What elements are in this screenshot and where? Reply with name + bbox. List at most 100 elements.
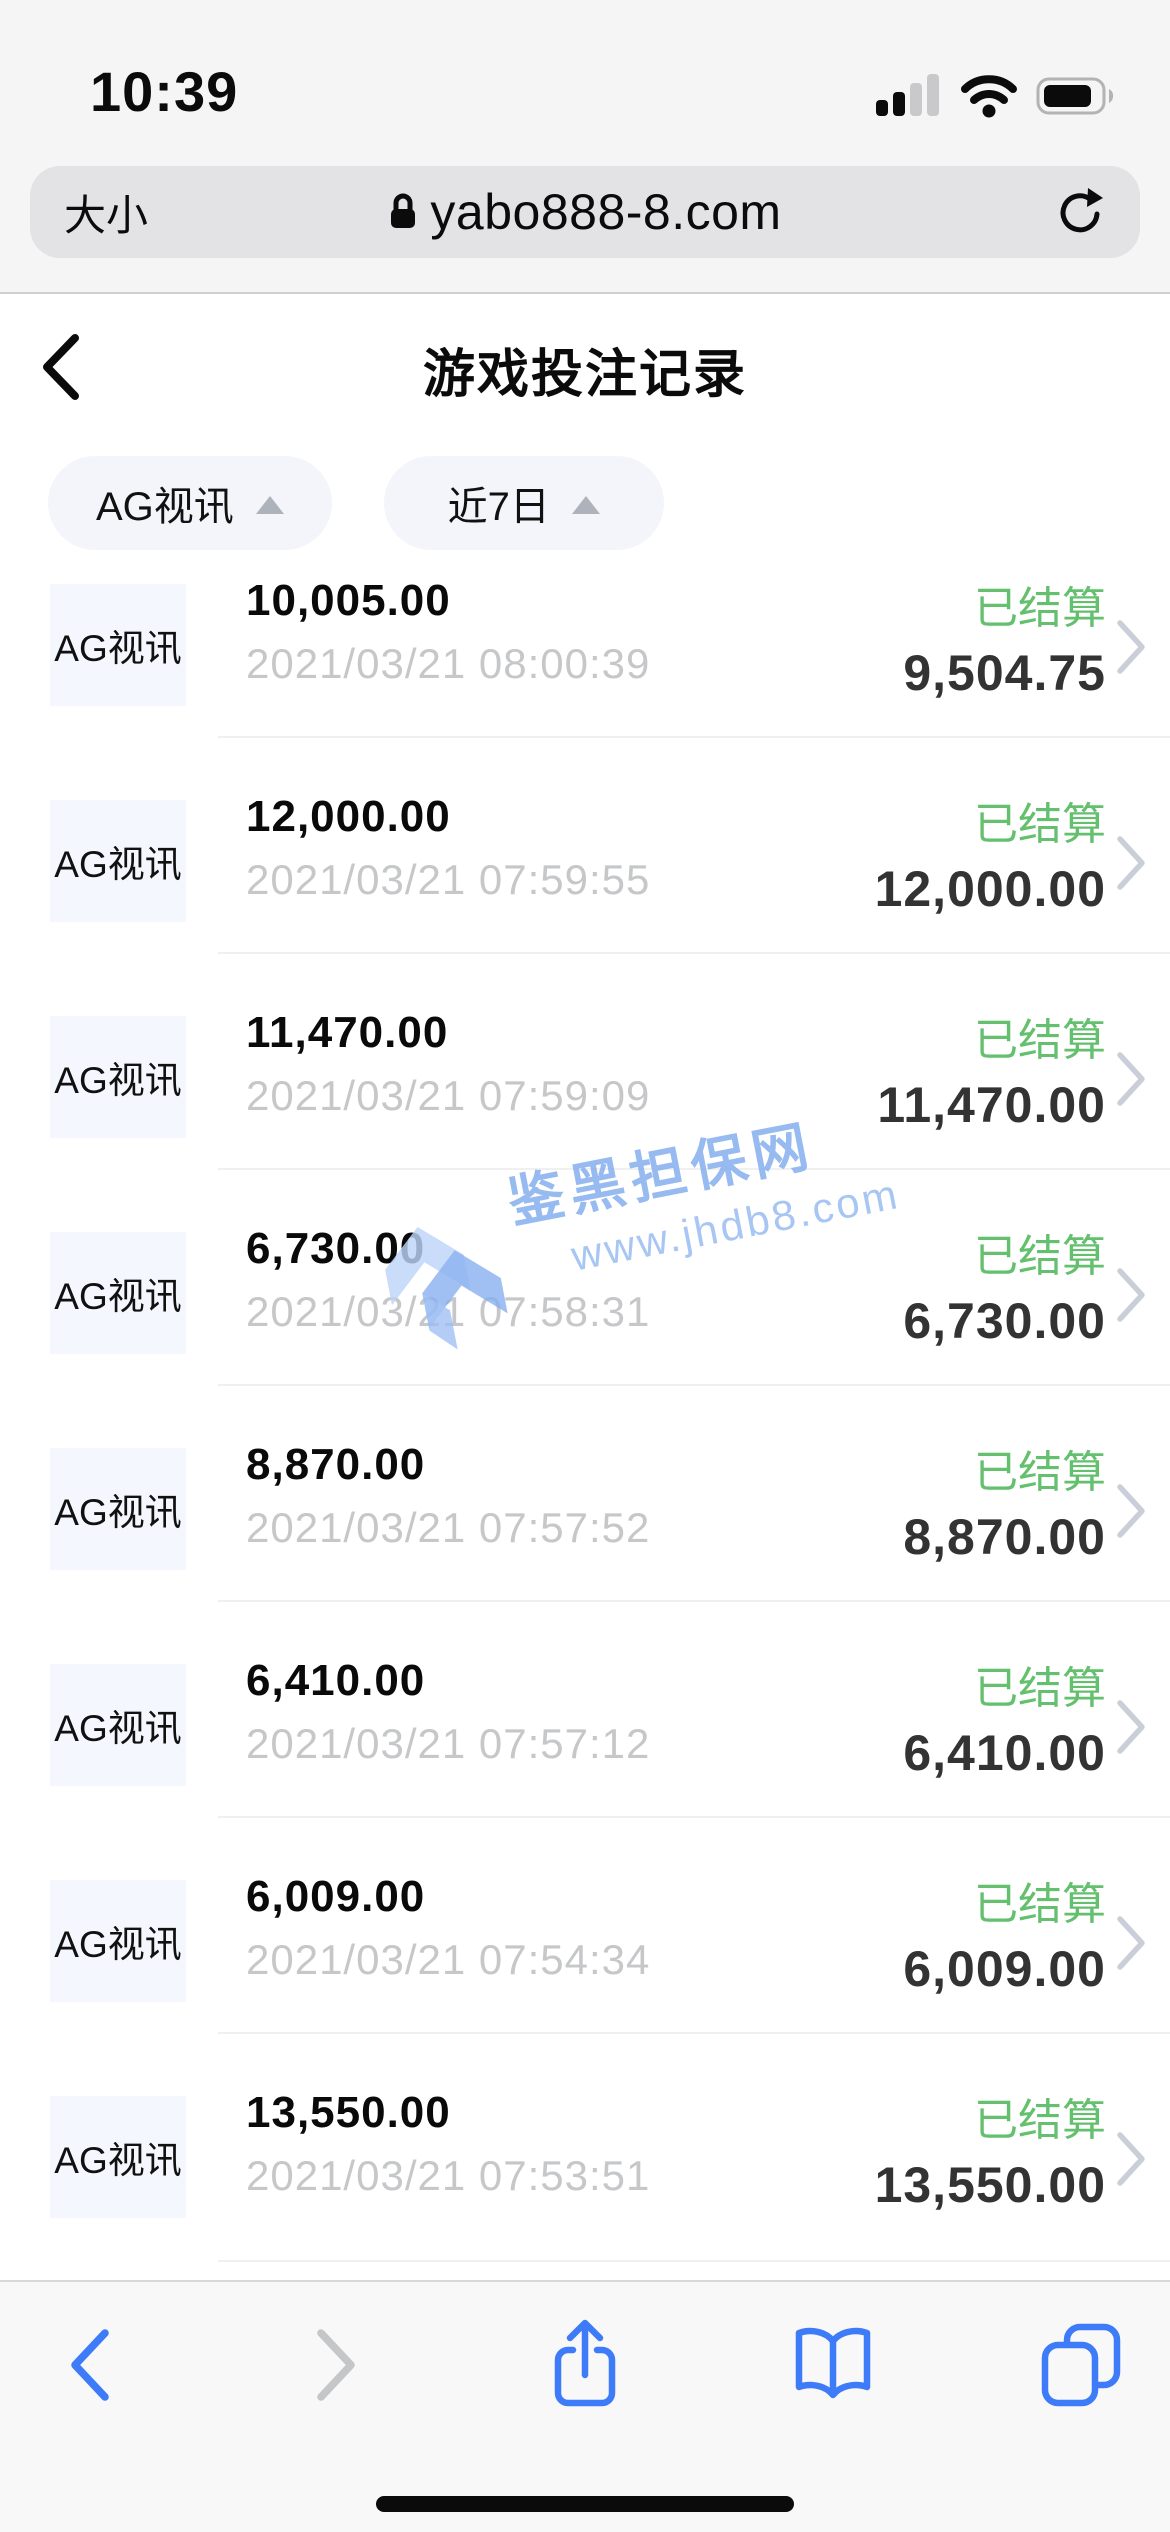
game-badge-label: AG视讯 (54, 1708, 182, 1749)
settlement-info: 已结算 12,000.00 (875, 788, 1106, 918)
game-filter-dropdown[interactable]: AG视讯 (48, 456, 332, 550)
safari-bottom-toolbar (0, 2280, 1170, 2532)
url-row: 大小 yabo888-8.com (0, 132, 1170, 292)
settled-amount: 12,000.00 (874, 861, 1106, 917)
chevron-right-icon (1117, 1052, 1145, 1106)
page-title: 游戏投注记录 (422, 345, 747, 404)
settlement-status-badge: 已结算 (974, 584, 1106, 633)
game-badge-label: AG视讯 (54, 844, 182, 885)
game-badge-label: AG视讯 (54, 1276, 182, 1317)
bet-time: 2021/03/21 07:57:12 (246, 1720, 651, 1767)
game-badge: AG视讯 (50, 584, 186, 706)
forward-icon (317, 2329, 355, 2401)
bet-time: 2021/03/21 08:00:39 (246, 640, 651, 687)
records-list: AG视讯 10,005.00 2021/03/21 08:00:39 已结算 9… (0, 562, 1170, 2290)
cellular-signal-icon (876, 74, 939, 116)
settled-amount: 13,550.00 (874, 2157, 1106, 2213)
game-badge: AG视讯 (50, 2096, 186, 2218)
game-filter-label: AG视讯 (96, 485, 234, 529)
bet-time: 2021/03/21 07:59:55 (246, 856, 651, 903)
settlement-info: 已结算 8,870.00 (903, 1436, 1106, 1566)
status-time: 10:39 (90, 60, 239, 123)
page-back-button[interactable] (38, 322, 98, 412)
chevron-right-icon (1117, 2132, 1145, 2186)
tabs-button[interactable] (1036, 2320, 1126, 2410)
address-bar[interactable]: 大小 yabo888-8.com (30, 166, 1140, 258)
bet-amount: 12,000.00 (246, 792, 451, 841)
date-filter-label: 近7日 (447, 485, 550, 529)
bet-record-row[interactable]: AG视讯 6,009.00 2021/03/21 07:54:34 已结算 6,… (0, 1858, 1170, 2074)
chevron-right-icon (1117, 836, 1145, 890)
text-size-button[interactable]: 大小 (64, 191, 149, 239)
lock-icon (391, 193, 416, 228)
settlement-status-badge: 已结算 (974, 800, 1106, 849)
bet-amount: 6,009.00 (246, 1872, 426, 1921)
bet-info: 8,870.00 2021/03/21 07:57:52 (246, 1440, 650, 1552)
bet-amount: 6,730.00 (246, 1224, 426, 1273)
bet-info: 12,000.00 2021/03/21 07:59:55 (246, 792, 650, 904)
filter-bar: AG视讯 近7日 (0, 444, 1170, 550)
settlement-status-badge: 已结算 (974, 1016, 1106, 1065)
reload-icon[interactable] (1054, 186, 1106, 238)
game-badge: AG视讯 (50, 1880, 186, 2002)
bet-time: 2021/03/21 07:58:31 (246, 1288, 651, 1335)
home-indicator[interactable] (376, 2496, 794, 2512)
settlement-info: 已结算 13,550.00 (875, 2084, 1106, 2214)
settlement-info: 已结算 6,410.00 (903, 1652, 1106, 1782)
chevron-right-icon (1117, 1700, 1145, 1754)
date-filter-dropdown[interactable]: 近7日 (383, 456, 664, 550)
game-badge-label: AG视讯 (54, 628, 182, 669)
wifi-icon (961, 75, 1017, 118)
back-chevron-icon (43, 334, 79, 400)
bet-record-row[interactable]: AG视讯 13,550.00 2021/03/21 07:53:51 已结算 1… (0, 2074, 1170, 2290)
settled-amount: 8,870.00 (903, 1509, 1106, 1565)
bet-time: 2021/03/21 07:54:34 (246, 1936, 651, 1983)
settlement-status-badge: 已结算 (974, 1880, 1106, 1929)
status-icons (876, 74, 1118, 124)
triangle-up-icon (255, 496, 284, 514)
bet-record-row[interactable]: AG视讯 6,410.00 2021/03/21 07:57:12 已结算 6,… (0, 1642, 1170, 1858)
chevron-right-icon (1117, 1268, 1145, 1322)
game-badge-label: AG视讯 (54, 2140, 182, 2181)
settled-amount: 6,009.00 (903, 1941, 1106, 1997)
browser-forward-button[interactable] (292, 2320, 382, 2410)
game-badge: AG视讯 (50, 1232, 186, 1354)
game-badge: AG视讯 (50, 1016, 186, 1138)
browser-back-button[interactable] (44, 2320, 134, 2410)
bet-info: 13,550.00 2021/03/21 07:53:51 (246, 2088, 650, 2200)
bet-amount: 10,005.00 (246, 576, 451, 625)
settled-amount: 6,410.00 (903, 1725, 1106, 1781)
settlement-info: 已结算 9,504.75 (903, 572, 1106, 702)
bet-info: 6,410.00 2021/03/21 07:57:12 (246, 1656, 650, 1768)
settlement-status-badge: 已结算 (974, 2096, 1106, 2145)
bet-record-row[interactable]: AG视讯 10,005.00 2021/03/21 08:00:39 已结算 9… (0, 562, 1170, 778)
chevron-right-icon (1117, 1916, 1145, 1970)
bet-record-row[interactable]: AG视讯 8,870.00 2021/03/21 07:57:52 已结算 8,… (0, 1426, 1170, 1642)
tabs-icon (1041, 2323, 1121, 2407)
bet-amount: 6,410.00 (246, 1656, 426, 1705)
url-display: yabo888-8.com (30, 183, 1140, 241)
bet-info: 10,005.00 2021/03/21 08:00:39 (246, 576, 650, 688)
status-bar: 10:39 (0, 0, 1170, 132)
bet-record-row[interactable]: AG视讯 12,000.00 2021/03/21 07:59:55 已结算 1… (0, 778, 1170, 994)
bet-amount: 8,870.00 (246, 1440, 426, 1489)
settlement-status-badge: 已结算 (974, 1664, 1106, 1713)
bet-info: 6,730.00 2021/03/21 07:58:31 (246, 1224, 650, 1336)
bet-record-row[interactable]: AG视讯 11,470.00 2021/03/21 07:59:09 已结算 1… (0, 994, 1170, 1210)
chevron-right-icon (1117, 1484, 1145, 1538)
game-badge: AG视讯 (50, 1448, 186, 1570)
bet-info: 11,470.00 2021/03/21 07:59:09 (246, 1008, 650, 1120)
chevron-right-icon (1117, 620, 1145, 674)
bookmarks-button[interactable] (788, 2320, 878, 2410)
bet-time: 2021/03/21 07:59:09 (246, 1072, 651, 1119)
bet-record-row[interactable]: AG视讯 6,730.00 2021/03/21 07:58:31 已结算 6,… (0, 1210, 1170, 1426)
share-button[interactable] (540, 2319, 630, 2410)
safari-top-chrome: 10:39 (0, 0, 1170, 294)
bet-info: 6,009.00 2021/03/21 07:54:34 (246, 1872, 650, 1984)
settlement-status-badge: 已结算 (974, 1232, 1106, 1281)
settlement-info: 已结算 6,009.00 (903, 1868, 1106, 1998)
settled-amount: 9,504.75 (903, 645, 1106, 701)
share-icon (554, 2319, 616, 2407)
battery-icon (1036, 77, 1114, 115)
